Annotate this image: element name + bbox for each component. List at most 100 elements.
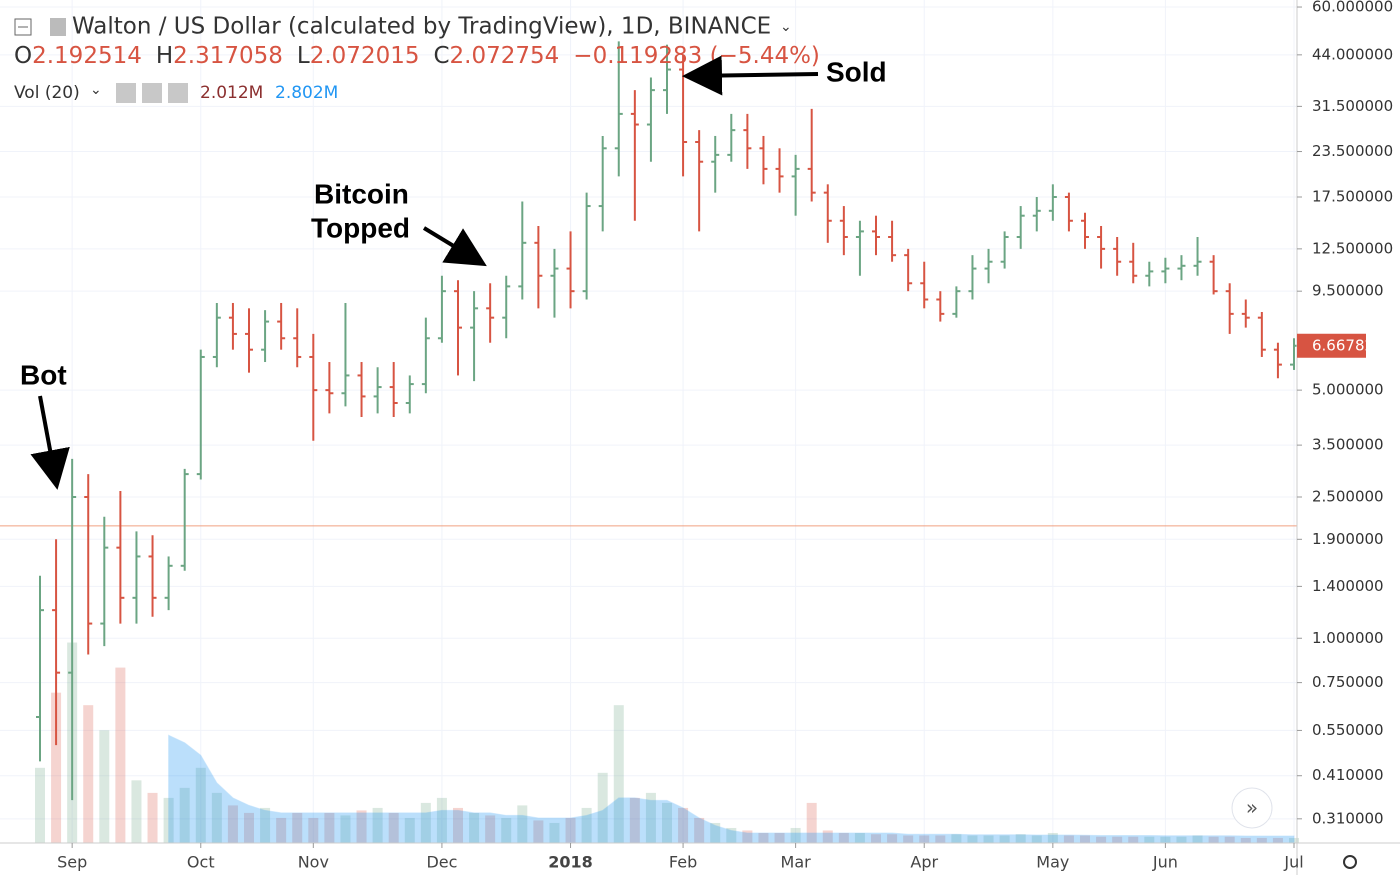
ohlc-label: H — [156, 43, 173, 69]
volume-bar — [565, 817, 576, 843]
volume-bar — [51, 692, 62, 843]
volume-ma-value: 2.802M — [275, 83, 338, 103]
volume-bar — [919, 835, 930, 843]
volume-bar — [1031, 835, 1042, 843]
volume-bar — [260, 807, 271, 843]
volume-bar — [131, 780, 142, 843]
collapse-icon[interactable] — [14, 18, 32, 36]
scroll-button[interactable] — [1231, 787, 1273, 829]
volume-bar — [967, 835, 978, 843]
volume-bar — [678, 807, 689, 843]
y-tick-label: 3.500000 — [1312, 436, 1384, 454]
volume-bar — [710, 822, 721, 843]
volume-bar — [1192, 835, 1203, 843]
volume-bar — [1128, 836, 1139, 843]
volume-bar — [838, 832, 849, 843]
visibility-button[interactable] — [116, 83, 136, 103]
x-tick-label: May — [1036, 853, 1069, 872]
y-tick-label: 9.500000 — [1312, 282, 1384, 300]
volume-bar — [999, 835, 1010, 843]
last-price-label: 6.667820 — [1312, 336, 1384, 354]
ohlc-label: L — [297, 43, 310, 69]
volume-bar — [613, 705, 624, 843]
dropdown[interactable]: ⌄ — [780, 19, 792, 35]
volume-bar — [549, 822, 560, 843]
x-tick-label: Oct — [187, 853, 215, 872]
y-axis: 0.310000 0.410000 0.550000 0.750000 1.000000… — [1297, 0, 1393, 827]
volume-bar — [871, 834, 881, 843]
volume-bar — [694, 817, 705, 843]
y-tick-label: 23.500000 — [1312, 142, 1393, 160]
volume-bar — [822, 830, 833, 843]
volume-bar — [1047, 832, 1058, 843]
grid — [0, 0, 1297, 843]
volume-bar — [83, 705, 94, 843]
x-tick-label: Dec — [426, 853, 457, 872]
x-tick-label: Jul — [1283, 853, 1303, 872]
x-tick-label: 2018 — [548, 853, 593, 872]
x-tick-label: Apr — [910, 853, 938, 872]
ohlc-value: 2.317058 — [173, 43, 283, 69]
volume-bar — [211, 792, 222, 843]
volume-label[interactable]: Vol (20) — [14, 83, 80, 103]
volume-bar — [1015, 834, 1026, 843]
volume-bar — [276, 817, 287, 843]
x-tick-label: Jun — [1152, 853, 1178, 872]
y-tick-label: 1.000000 — [1312, 629, 1384, 647]
volume-bar — [115, 667, 126, 843]
ohlc-value: 2.192514 — [32, 43, 142, 69]
volume-bar — [517, 805, 528, 843]
ohlc-value: 2.072754 — [450, 43, 560, 69]
x-tick-label: Sep — [57, 853, 87, 872]
x-tick-label: Mar — [781, 853, 812, 872]
volume-bar — [1208, 836, 1219, 843]
volume-bar — [1240, 837, 1251, 843]
volume-bar — [1224, 836, 1235, 843]
volume-bar — [436, 797, 447, 843]
volume-bar — [163, 797, 174, 843]
volume-bar — [99, 730, 110, 843]
ohlc-values: O2.192514 H2.317058 L2.072015 C2.072754 −0.1… — [14, 43, 820, 69]
volume-bar — [629, 797, 640, 843]
volume-bar — [404, 817, 415, 843]
volume-bar — [1112, 836, 1123, 843]
y-tick-label: 2.500000 — [1312, 487, 1384, 505]
volume-bar — [1160, 836, 1171, 843]
dropdown[interactable]: ⌄ — [90, 82, 102, 98]
x-axis: Sep Oct Nov Dec 2018 Feb Mar Apr May Jun Jul — [57, 843, 1304, 872]
remove-button[interactable] — [168, 83, 188, 103]
title[interactable]: Walton / US Dollar (calculated by Tradin… — [72, 14, 771, 40]
volume-bar — [453, 807, 463, 843]
volume-bar — [758, 832, 769, 843]
annotation: Topped — [311, 212, 410, 243]
y-tick-label: 0.750000 — [1312, 673, 1384, 691]
x-tick-label: Feb — [669, 853, 697, 872]
volume-value: 2.012M — [200, 83, 263, 103]
volume-bar — [340, 815, 351, 843]
volume-bar — [951, 834, 962, 843]
volume-bar — [790, 827, 801, 843]
arrow — [422, 226, 487, 267]
volume-bar — [388, 812, 399, 843]
settings-icon[interactable] — [1343, 855, 1357, 869]
volume-bar — [726, 827, 737, 843]
volume-ma-area — [168, 734, 1295, 844]
volume-bar — [935, 835, 946, 843]
arrow — [30, 395, 70, 490]
volume-bar — [1176, 836, 1187, 843]
annotation: Bot — [20, 359, 67, 390]
symbol-icon — [50, 18, 66, 36]
settings-button[interactable] — [142, 83, 162, 103]
scroll-button: » — [1246, 796, 1258, 820]
volume-bar — [420, 802, 431, 843]
y-tick-label: 60.000000 — [1312, 0, 1393, 16]
volume-bar — [469, 812, 480, 843]
volume-bar — [195, 767, 206, 843]
price-bars — [36, 41, 1298, 801]
volume-bar — [533, 820, 544, 843]
y-tick-label: 31.500000 — [1312, 97, 1393, 115]
y-tick-label: 1.400000 — [1312, 577, 1384, 595]
annotation: Sold — [826, 56, 887, 87]
volume-bar — [1272, 837, 1283, 843]
